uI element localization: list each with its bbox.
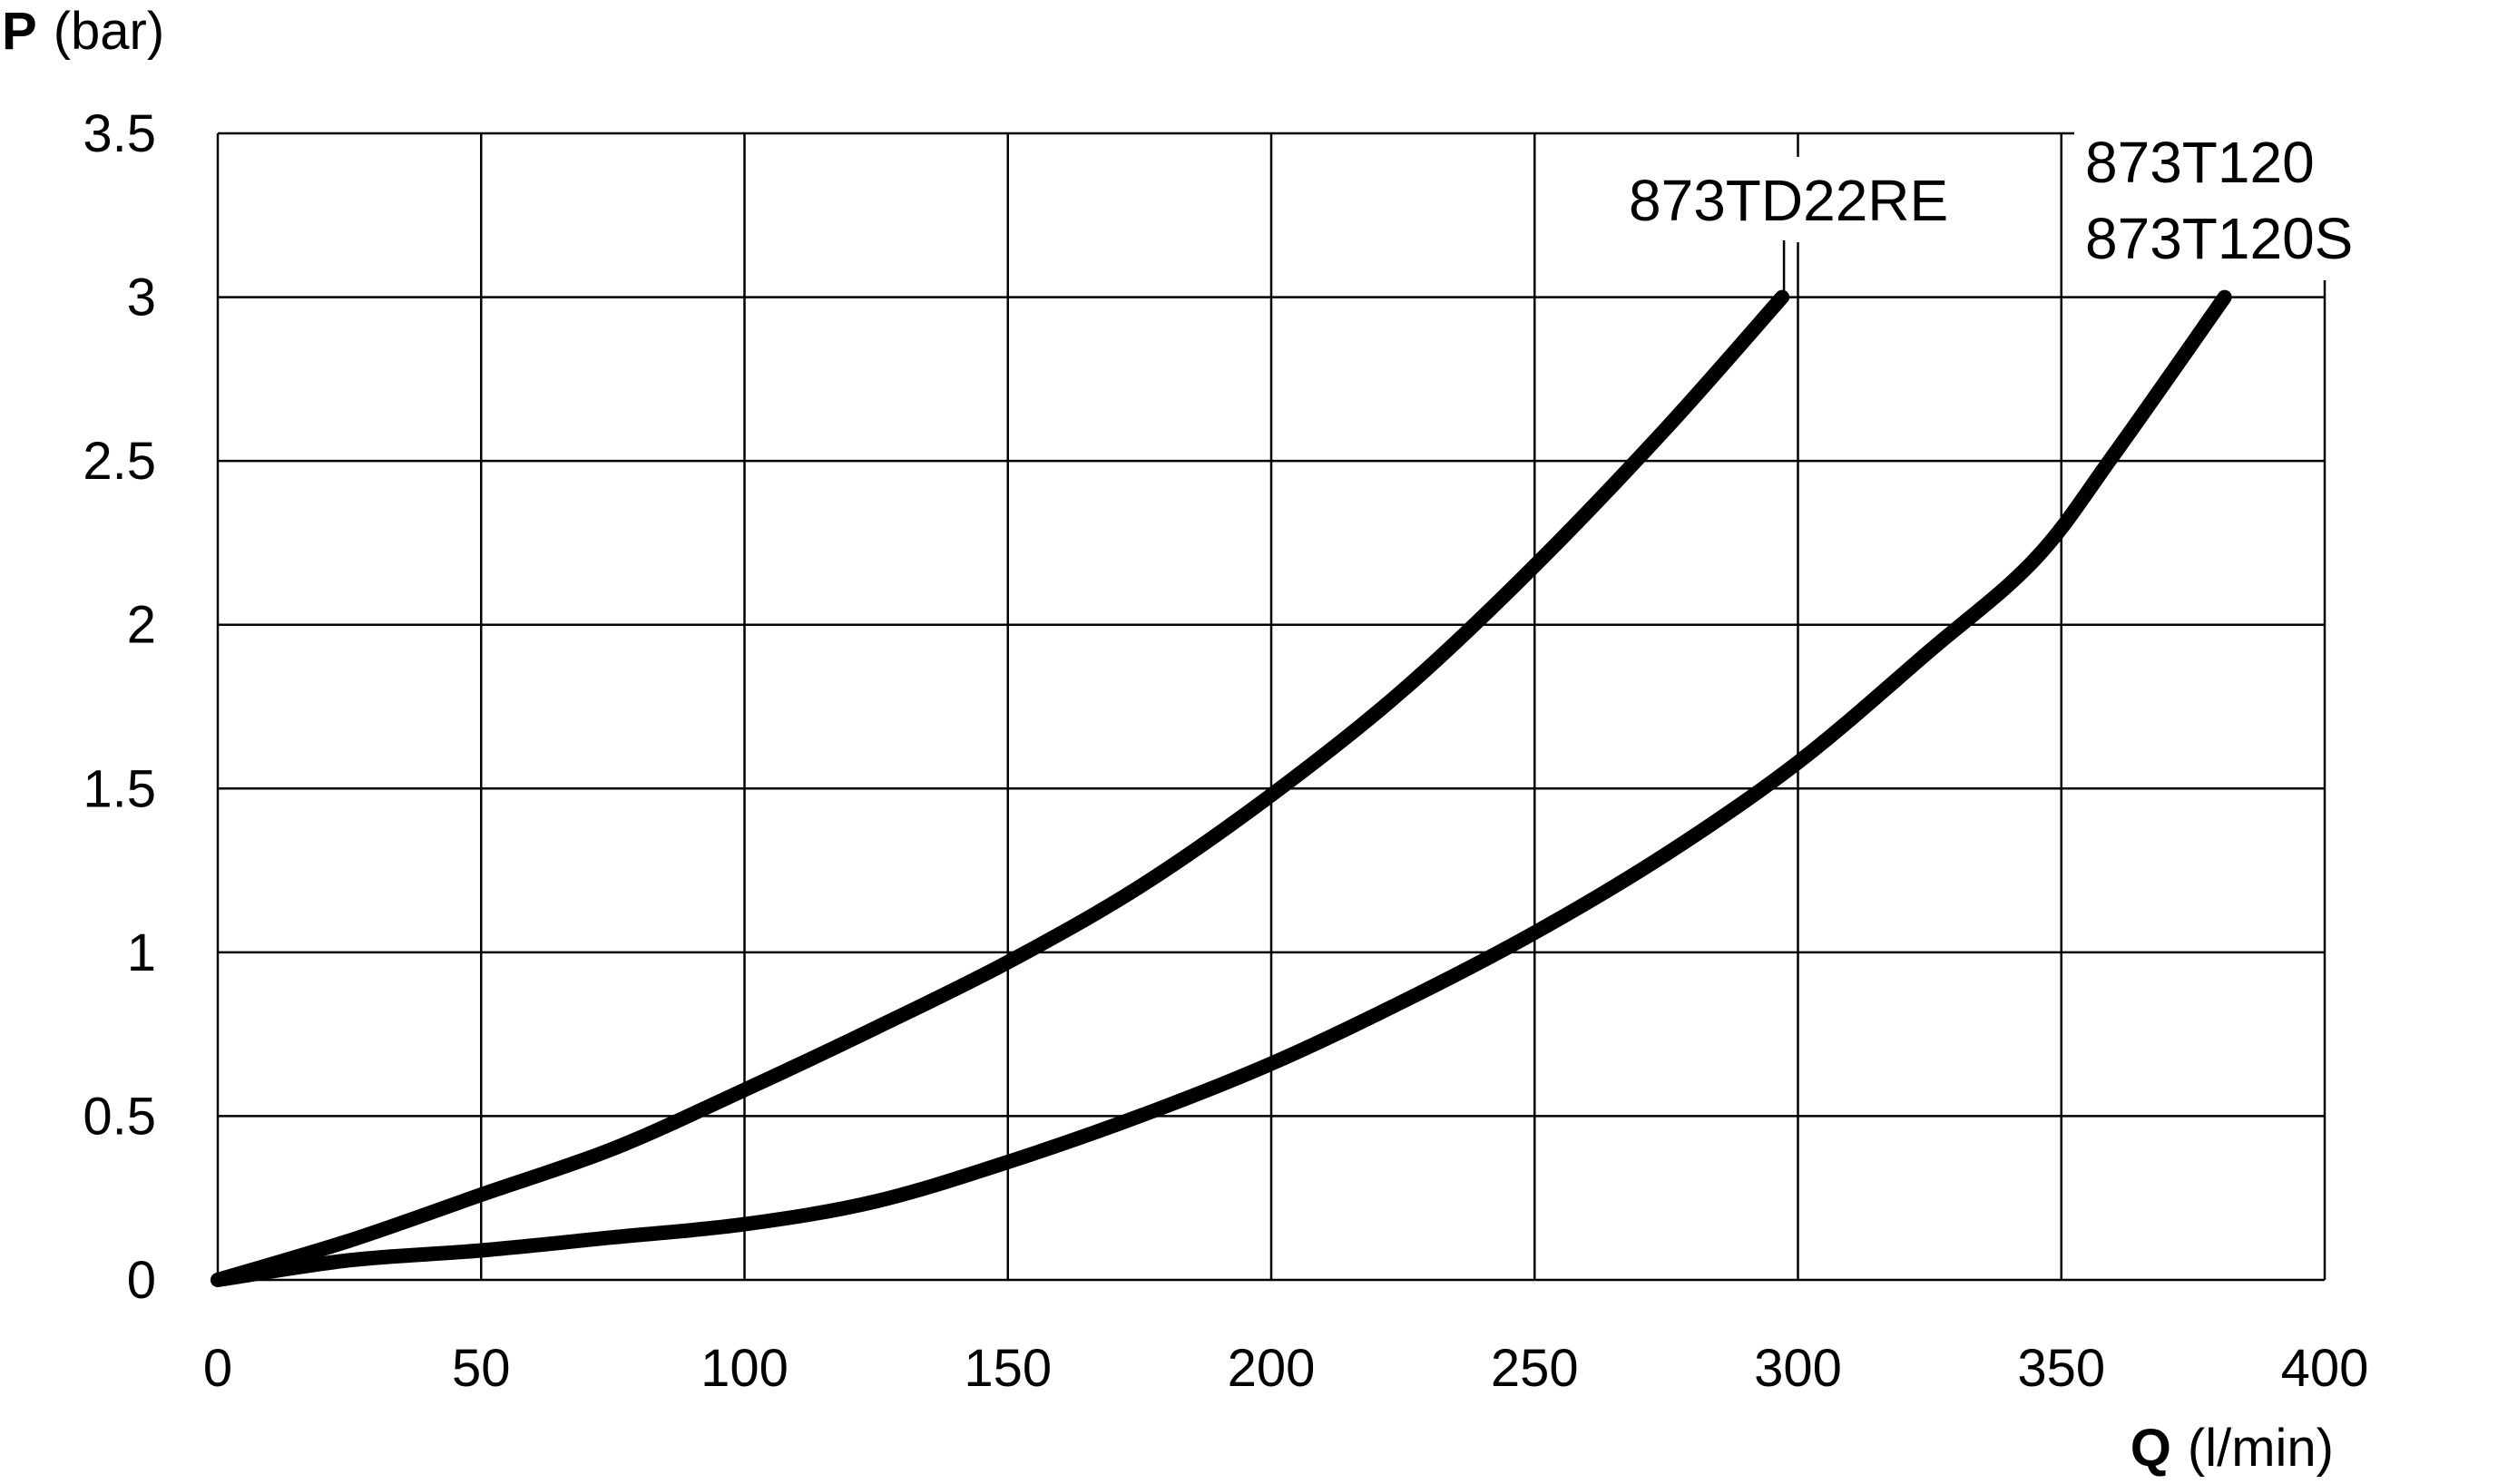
y-tick-label: 0 <box>127 1251 156 1310</box>
x-tick-label: 200 <box>1228 1339 1316 1398</box>
y-tick-label: 0.5 <box>83 1087 156 1146</box>
x-axis-title: Q (l/min) <box>2131 1419 2334 1478</box>
y-tick-label: 3 <box>127 268 156 327</box>
y-tick-label: 1.5 <box>83 759 156 818</box>
series-label-1-1: 873T120S <box>2085 206 2353 271</box>
series-label-backdrop-1 <box>2074 119 2455 280</box>
x-tick-label: 0 <box>203 1339 232 1398</box>
x-tick-label: 350 <box>2017 1339 2105 1398</box>
y-tick-label: 2.5 <box>83 432 156 491</box>
y-axis-title: P (bar) <box>2 2 164 61</box>
x-tick-label: 400 <box>2281 1339 2369 1398</box>
y-tick-labels: 0 0.5 1 1.5 2 2.5 3 3.5 <box>83 104 156 1310</box>
series-labels: 873TD22RE 873T120 873T120S <box>1618 119 2455 292</box>
x-tick-label: 300 <box>1754 1339 1842 1398</box>
x-tick-label: 150 <box>964 1339 1052 1398</box>
x-axis-symbol: Q <box>2131 1419 2171 1478</box>
x-tick-labels: 0 50 100 150 200 250 300 350 400 <box>203 1339 2369 1398</box>
y-axis-unit: (bar) <box>54 2 164 61</box>
x-axis-unit: (l/min) <box>2188 1419 2334 1478</box>
grid <box>216 132 2327 1282</box>
y-tick-label: 3.5 <box>83 104 156 163</box>
y-tick-label: 1 <box>127 923 156 982</box>
series-label-1-0: 873T120 <box>2085 130 2315 195</box>
series-lines <box>211 289 2232 1287</box>
series-label-backdrop-0 <box>1618 157 1999 242</box>
y-tick-label: 2 <box>127 596 156 655</box>
x-tick-label: 250 <box>1491 1339 1579 1398</box>
x-tick-label: 100 <box>700 1339 789 1398</box>
x-tick-label: 50 <box>452 1339 511 1398</box>
series-line-0 <box>211 289 1790 1287</box>
series-label-0-0: 873TD22RE <box>1629 168 1948 233</box>
series-line-1 <box>211 289 2232 1287</box>
y-axis-symbol: P <box>2 2 37 61</box>
